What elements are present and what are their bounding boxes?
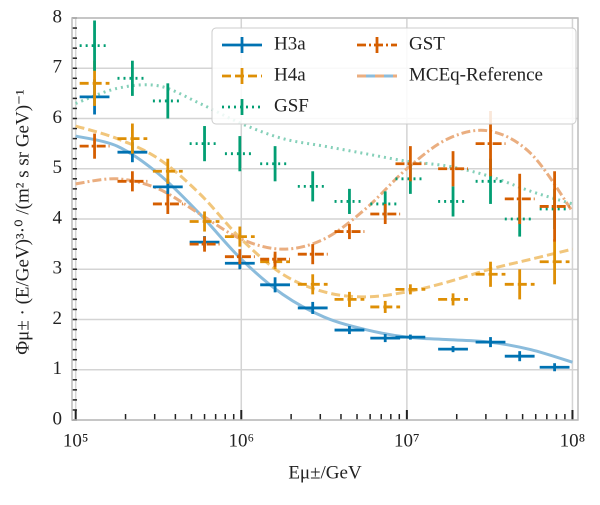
legend-label: GSF xyxy=(274,95,309,116)
y-axis-label: Φμ± · (E/GeV)³·⁰ /(m² s sr GeV)⁻¹ xyxy=(12,89,33,355)
legend-label: GST xyxy=(409,33,445,54)
reference-curve xyxy=(75,128,574,251)
y-tick-label: 3 xyxy=(53,258,63,279)
x-axis-label: Eμ±/GeV xyxy=(288,462,362,483)
plot-frame xyxy=(71,17,579,421)
reference-curve xyxy=(75,83,573,206)
y-tick-label: 7 xyxy=(53,57,63,78)
x-tick-label: 10⁸ xyxy=(560,430,586,451)
y-tick-label: 8 xyxy=(53,6,63,27)
y-tick-label: 6 xyxy=(53,107,63,128)
y-tick-label: 5 xyxy=(53,157,63,178)
legend-label: MCEq-Reference xyxy=(409,64,543,85)
y-tick-label: 4 xyxy=(53,207,63,228)
legend-label: H3a xyxy=(274,33,306,54)
x-tick-label: 10⁵ xyxy=(63,430,89,451)
legend-label: H4a xyxy=(274,64,306,85)
y-tick-label: 1 xyxy=(53,358,63,379)
y-tick-label: 0 xyxy=(53,408,63,429)
y-tick-label: 2 xyxy=(53,308,63,329)
x-tick-label: 10⁶ xyxy=(228,430,254,451)
x-tick-label: 10⁷ xyxy=(394,430,420,451)
